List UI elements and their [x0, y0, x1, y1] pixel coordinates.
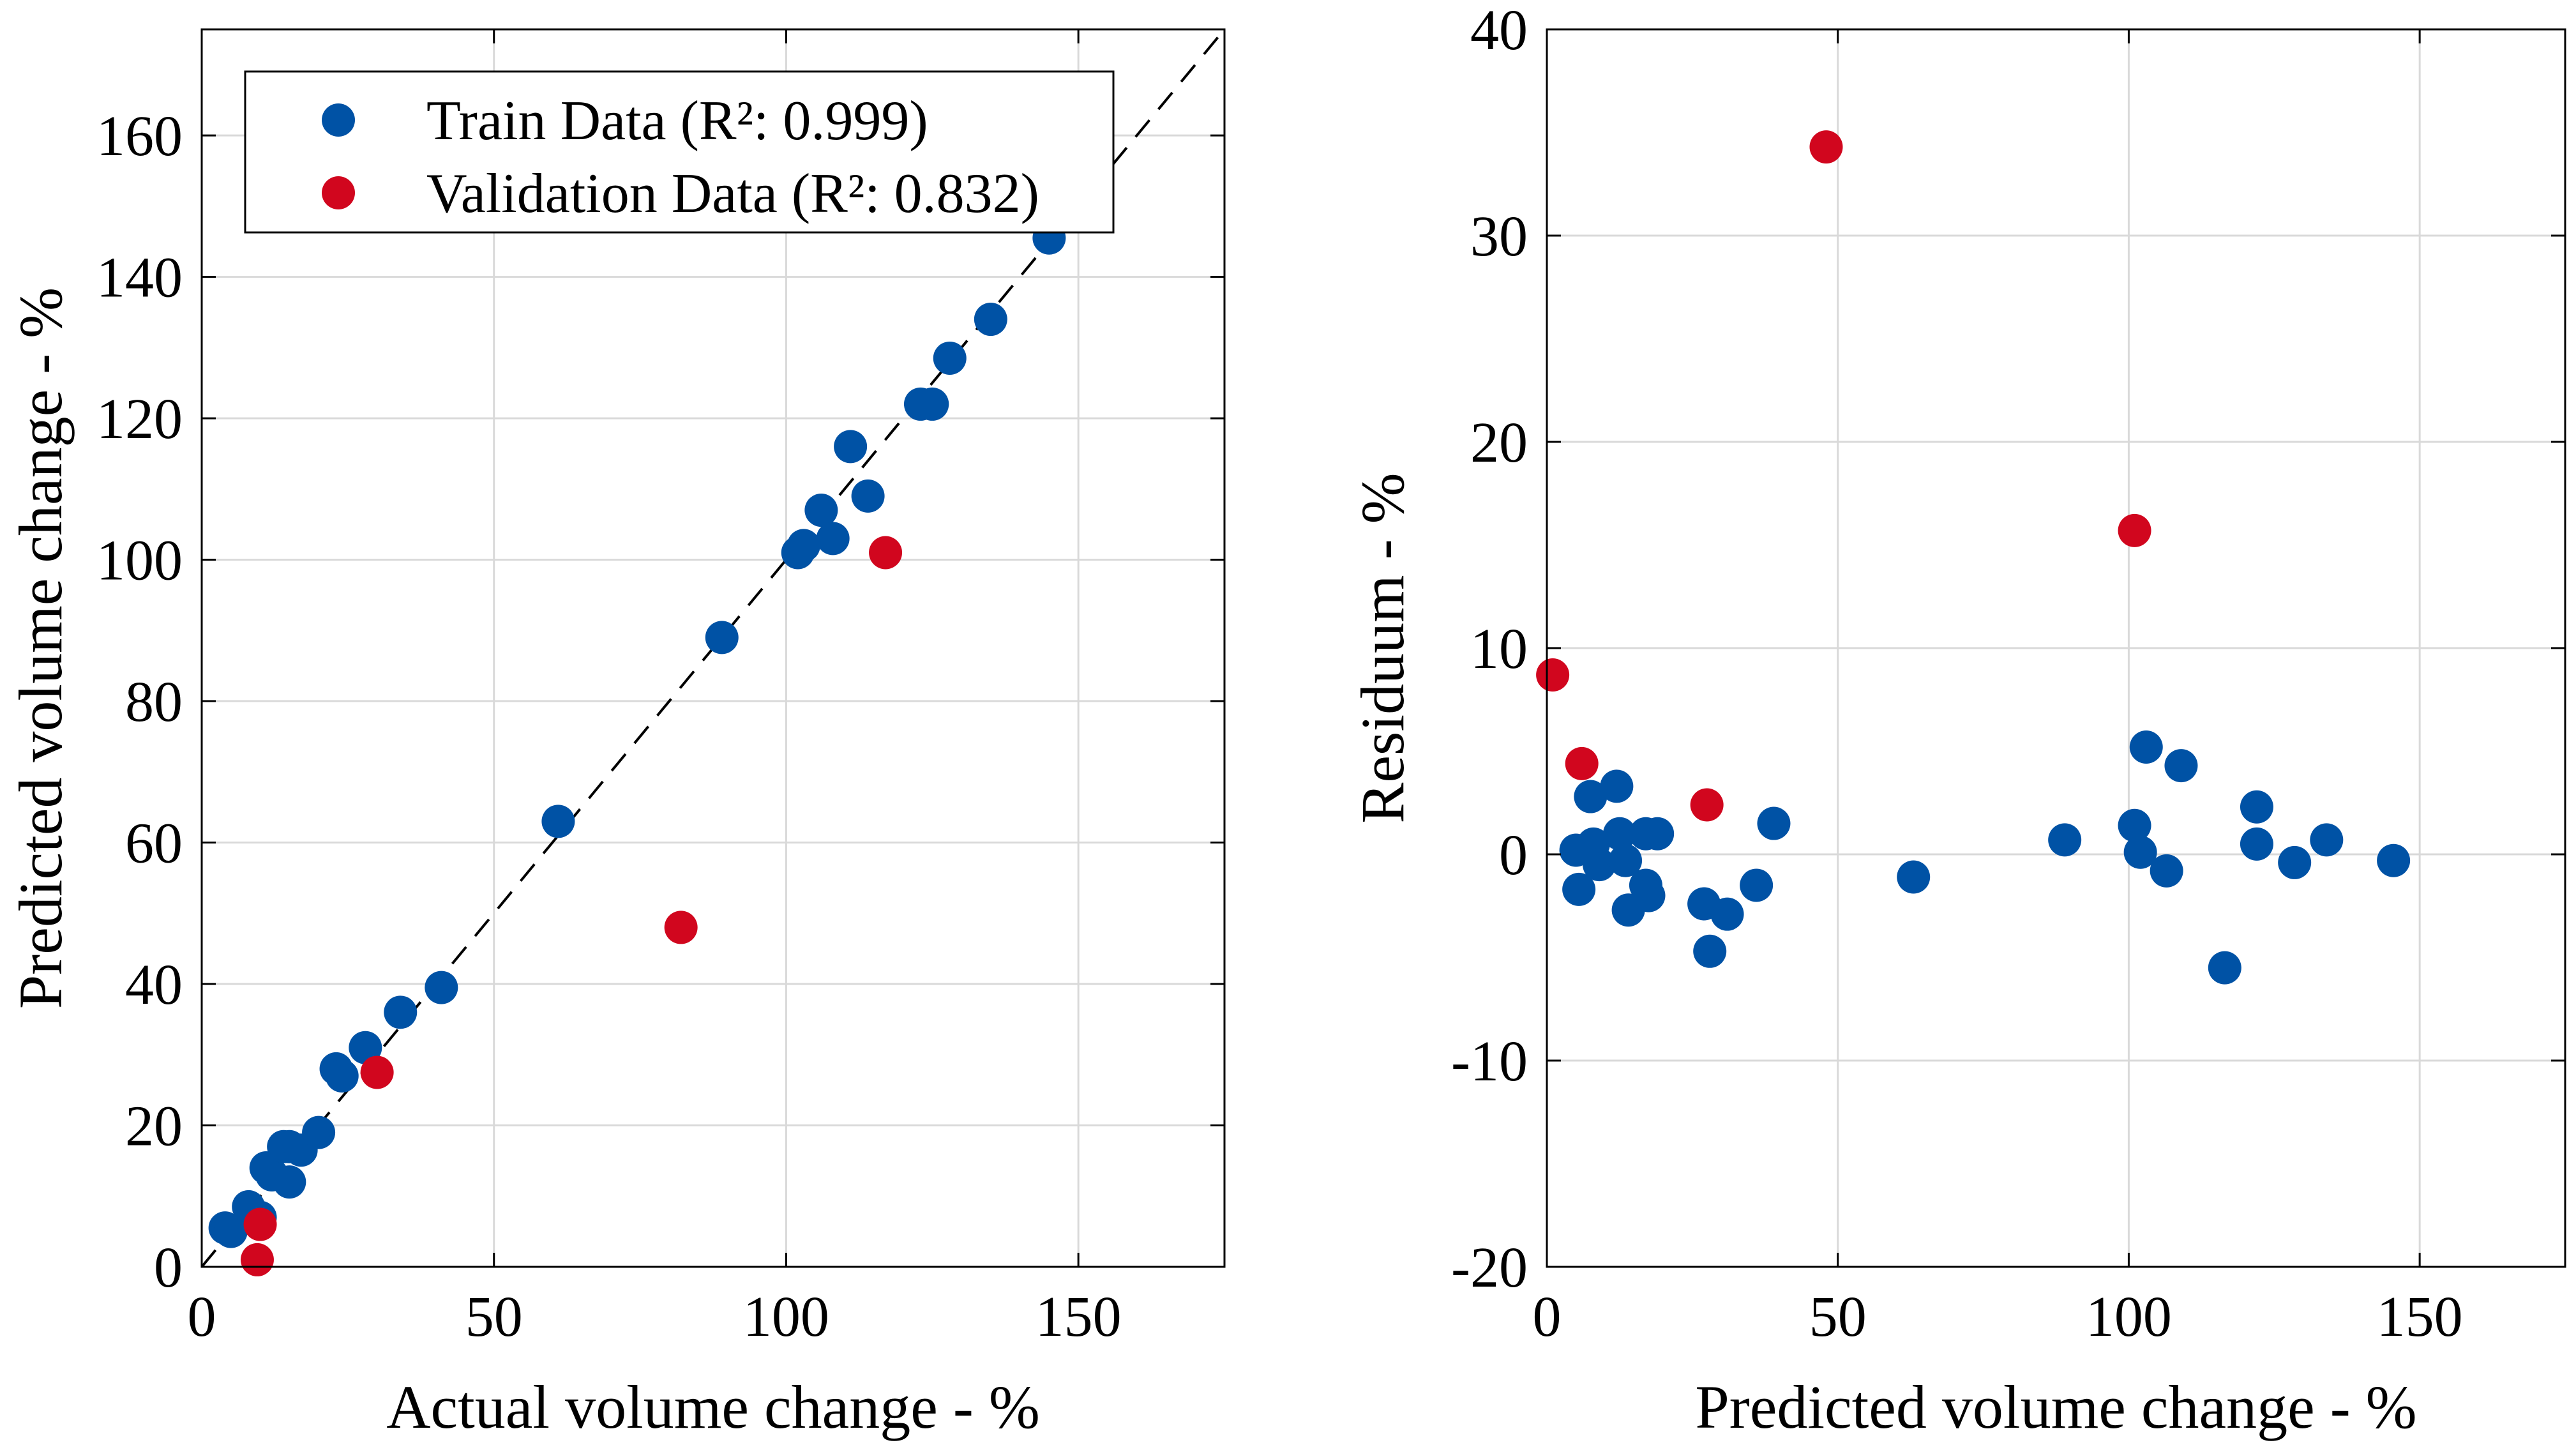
train-data-point [2150, 854, 2183, 888]
validation-data-point [664, 911, 698, 944]
y-tick-label: 0 [1499, 824, 1528, 887]
train-data-point [2129, 730, 2163, 764]
train-data-point [1740, 868, 1774, 902]
tick-marks [1546, 28, 2565, 1268]
train-data-point [1757, 806, 1791, 840]
y-tick-label: 100 [96, 529, 183, 593]
train-data-point [349, 1031, 382, 1064]
train-data-point [1632, 879, 1666, 912]
train-data-point [1562, 872, 1596, 906]
y-tick-label: 80 [125, 670, 183, 734]
train-data-point [2377, 843, 2411, 877]
validation-data-point [243, 1207, 277, 1241]
train-data-point [2278, 845, 2312, 879]
x-tick-label: 50 [1809, 1285, 1867, 1349]
train-data-point [1897, 860, 1931, 894]
train-data-point [834, 430, 868, 464]
y-tick-label: -20 [1451, 1236, 1528, 1299]
train-data-point [1710, 897, 1744, 931]
x-tick-label: 100 [2086, 1285, 2172, 1349]
y-tick-label: 10 [1470, 617, 1528, 681]
train-data-point [2048, 823, 2082, 857]
train-data-point [851, 479, 885, 513]
train-data-point [816, 522, 850, 556]
y-tick-label: 60 [125, 812, 183, 875]
train-data-point [787, 529, 820, 563]
validation-data-point [240, 1243, 274, 1276]
train-data-point [2164, 749, 2198, 783]
x-axis-label: Actual volume change - % [386, 1373, 1040, 1441]
grid-lines [1546, 28, 2565, 1268]
train-data-point [933, 341, 967, 375]
train-data-point [915, 387, 949, 421]
train-data-point [541, 805, 575, 838]
legend-validation-label: Validation Data (R²: 0.832) [426, 163, 1039, 225]
validation-data-point [869, 536, 903, 570]
train-data-point [325, 1059, 359, 1093]
train-data-point [804, 494, 838, 527]
validation-data-point [1809, 130, 1843, 164]
train-data-point [1609, 843, 1643, 877]
x-tick-labels: 0 50 100 150 [188, 1285, 1122, 1349]
y-tick-label: 140 [96, 246, 183, 310]
train-data-point [2118, 808, 2151, 842]
train-data-point [2310, 823, 2344, 857]
tick-marks [200, 29, 1224, 1268]
x-tick-labels: 0 50 100 150 [1533, 1285, 2463, 1349]
y-tick-labels: -20 -10 0 10 20 30 40 [1451, 0, 1528, 1299]
data-points [208, 221, 1066, 1276]
y-tick-label: 30 [1470, 205, 1528, 268]
train-data-point [2208, 951, 2241, 985]
y-tick-label: 120 [96, 388, 183, 451]
legend: Train Data (R²: 0.999) Validation Data (… [244, 70, 1115, 234]
x-tick-label: 0 [188, 1285, 216, 1349]
validation-data-point [1536, 658, 1570, 692]
train-data-point [1602, 817, 1636, 851]
legend-box [244, 70, 1115, 234]
legend-train-label: Train Data (R²: 0.999) [426, 90, 928, 152]
train-data-point [1583, 848, 1616, 882]
train-data-point [273, 1165, 306, 1199]
y-tick-label: 40 [1470, 0, 1528, 62]
y-axis-label: Predicted volume change - % [6, 287, 75, 1009]
plot-frame [200, 28, 1226, 1268]
x-tick-label: 100 [743, 1285, 829, 1349]
validation-data-point [2118, 513, 2151, 547]
train-data-point [302, 1115, 336, 1149]
train-data-point [974, 303, 1007, 337]
train-data-point [214, 1214, 248, 1248]
y-tick-label: 40 [125, 953, 183, 1017]
validation-data-point [1690, 788, 1724, 822]
train-data-point [1693, 934, 1727, 968]
y-tick-label: 20 [1470, 411, 1528, 474]
train-data-point [1600, 769, 1634, 803]
x-tick-label: 50 [465, 1285, 523, 1349]
x-tick-label: 150 [1036, 1285, 1122, 1349]
train-data-point [1641, 817, 1675, 851]
train-data-point [384, 995, 418, 1029]
x-tick-label: 150 [2377, 1285, 2463, 1349]
train-data-point [2240, 827, 2273, 861]
legend-validation-marker [322, 176, 355, 209]
y-axis-label: Residuum - % [1348, 473, 1417, 823]
train-data-point [425, 971, 458, 1004]
residual-plot: 0 50 100 150 -20 -10 0 10 20 30 40 Predicted volu… [1348, 0, 2566, 1441]
validation-data-point [360, 1055, 394, 1089]
train-data-point [705, 621, 739, 654]
data-points [1536, 130, 2411, 985]
train-data-point [1574, 780, 1608, 813]
legend-train-marker [322, 103, 355, 137]
parity-plot: 0 50 100 150 0 20 40 60 80 100 120 140 160 Actual v… [6, 28, 1226, 1441]
y-tick-label: -10 [1451, 1030, 1528, 1093]
y-tick-label: 20 [125, 1095, 183, 1158]
y-tick-label: 160 [96, 105, 183, 168]
train-data-point [2123, 835, 2157, 869]
y-tick-label: 0 [154, 1236, 183, 1299]
x-tick-label: 0 [1533, 1285, 1562, 1349]
validation-data-point [1565, 746, 1599, 780]
x-axis-label: Predicted volume change - % [1695, 1373, 2416, 1441]
train-data-point [2240, 790, 2273, 824]
y-tick-labels: 0 20 40 60 80 100 120 140 160 [96, 105, 183, 1299]
